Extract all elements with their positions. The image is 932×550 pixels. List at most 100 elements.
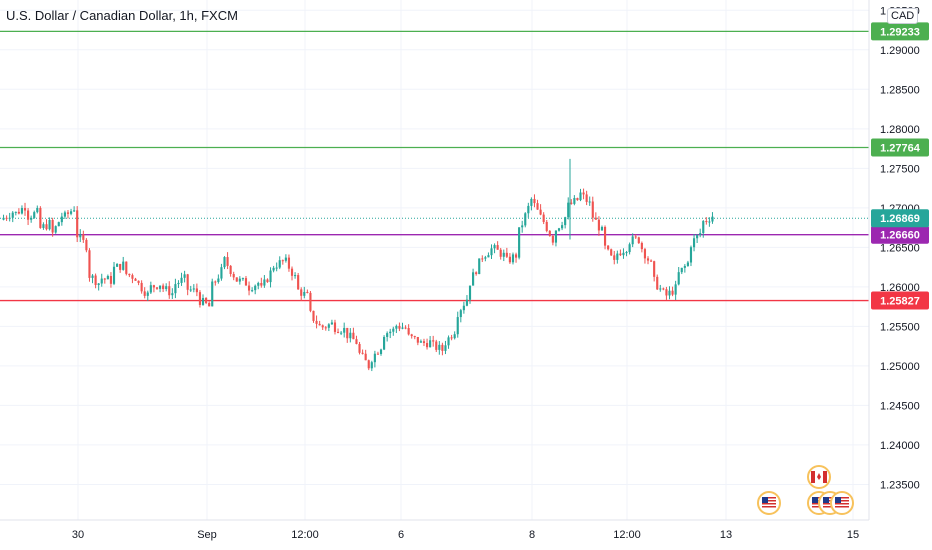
candle-body	[27, 210, 30, 220]
candle-body	[254, 285, 257, 291]
flag-stripe	[823, 500, 837, 502]
candle-body	[312, 310, 315, 321]
candle-body	[97, 283, 100, 286]
candle-body	[472, 272, 475, 286]
candle-body	[155, 287, 159, 289]
candle-body	[272, 267, 275, 271]
candle-body	[343, 327, 346, 333]
candle-body	[57, 222, 60, 227]
candle-body	[637, 237, 640, 244]
candle-body	[30, 217, 33, 220]
flag-canton	[812, 497, 818, 503]
candle-body	[545, 221, 548, 231]
time-axis[interactable]: 30 Sep 12:00 6 8 12:00 13 15	[72, 529, 859, 541]
candle-body	[149, 285, 152, 293]
candle-body	[177, 282, 180, 285]
candle-body	[232, 274, 235, 278]
candle-body	[487, 255, 490, 258]
time-tick-label: 12:00	[291, 529, 319, 541]
candle-body	[39, 207, 42, 228]
horizontal-lines[interactable]	[0, 30, 869, 302]
candle-body	[244, 278, 248, 286]
candle-body	[91, 275, 94, 278]
candle-body	[205, 298, 208, 303]
candle-body	[514, 254, 518, 258]
candle-body	[419, 341, 422, 343]
candle-body	[564, 217, 567, 226]
candle-body	[260, 282, 263, 286]
candle-body	[2, 217, 5, 220]
price-axis[interactable]: 1.23500 1.24000 1.24500 1.25000 1.25500 1.260…	[880, 5, 920, 491]
candle-body	[530, 198, 533, 206]
level-tag-label: 1.29233	[880, 26, 920, 38]
candle-body	[42, 224, 45, 228]
candle-body	[416, 336, 419, 343]
candle-body	[297, 275, 300, 290]
candle-body	[137, 280, 140, 283]
event-markers[interactable]	[757, 465, 854, 515]
candle-body	[646, 258, 650, 261]
candle-body	[318, 323, 321, 326]
flag-stripe	[835, 500, 849, 502]
candle-body	[511, 254, 515, 263]
candle-body	[370, 362, 373, 369]
candle-body	[223, 257, 226, 268]
candle-body	[668, 290, 671, 296]
candle-body	[63, 212, 66, 217]
price-tick-label: 1.28500	[880, 84, 920, 96]
candle-body	[73, 210, 76, 212]
candle-body	[109, 275, 113, 284]
candle-body	[689, 247, 693, 263]
candle-body	[435, 341, 438, 350]
candle-body	[711, 216, 714, 222]
candle-body	[591, 201, 594, 218]
candle-body	[367, 360, 370, 369]
candle-body	[634, 236, 637, 238]
flag-stripe	[823, 497, 837, 499]
candle-body	[490, 248, 493, 256]
candle-body	[66, 212, 70, 214]
candle-body	[284, 257, 287, 261]
candle-body	[610, 249, 613, 256]
flag-stripe	[823, 506, 837, 508]
candle-body	[521, 225, 524, 228]
price-tick-label: 1.26500	[880, 242, 920, 254]
symbol-title: U.S. Dollar / Canadian Dollar, 1h, FXCM	[6, 8, 238, 23]
candle-body	[226, 257, 229, 266]
candle-body	[398, 325, 401, 329]
candle-body	[600, 226, 604, 231]
candle-body	[201, 298, 205, 305]
candle-body	[214, 281, 217, 283]
candle-body	[465, 299, 469, 306]
candle-body	[33, 212, 36, 218]
candle-body	[505, 252, 508, 257]
candle-body	[392, 328, 395, 332]
candle-body	[425, 343, 429, 348]
candle-body	[269, 270, 272, 283]
candle-body	[103, 278, 106, 280]
candle-body	[315, 320, 318, 324]
candle-body	[410, 334, 413, 337]
candle-body	[597, 219, 600, 231]
candle-body	[183, 274, 186, 278]
candle-body	[229, 265, 232, 275]
candle-body	[346, 327, 349, 339]
level-tag-label: 1.27764	[880, 142, 921, 154]
candle-body	[36, 207, 39, 213]
price-tags: 1.29233 1.27764 1.26660 1.25827 1.26869	[871, 22, 929, 310]
grid	[0, 0, 869, 520]
candle-body	[570, 202, 573, 204]
candle-body	[281, 260, 284, 262]
candle-body	[60, 216, 63, 223]
candle-body	[548, 230, 551, 236]
candle-body	[220, 267, 223, 279]
currency-badge[interactable]: CAD	[887, 8, 919, 24]
candle-body	[238, 278, 241, 282]
candle-body	[567, 202, 570, 218]
candle-body	[582, 192, 585, 195]
candle-body	[174, 284, 177, 294]
price-tick-label: 1.25000	[880, 361, 920, 373]
candle-body	[146, 292, 149, 296]
flag-stripe	[835, 497, 849, 499]
